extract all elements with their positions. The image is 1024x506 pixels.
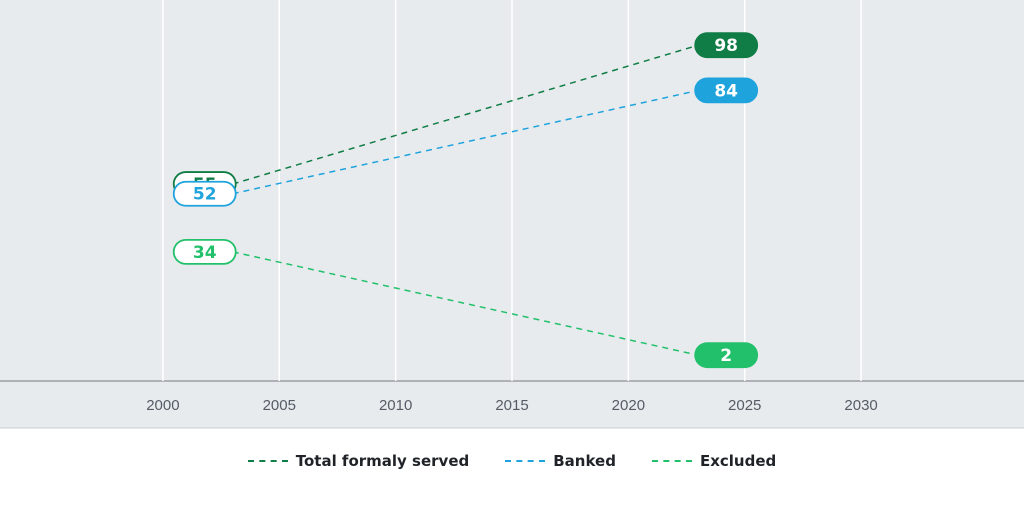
x-tick-label: 2025 (728, 397, 761, 414)
series-line-2 (232, 89, 699, 195)
data-label: 34 (193, 243, 217, 263)
x-tick-label: 2015 (495, 397, 528, 414)
data-label-pill (694, 77, 759, 104)
x-tick-label: 2030 (844, 397, 877, 414)
series-line-3 (232, 251, 699, 356)
data-label: 98 (714, 36, 738, 56)
x-tick-label: 2000 (146, 397, 179, 414)
data-label: 52 (193, 185, 217, 205)
series-line-1 (232, 44, 699, 185)
x-tick-label: 2010 (379, 397, 412, 414)
data-label-pill (172, 180, 237, 207)
data-label: 2 (720, 346, 732, 366)
data-label-pill (694, 32, 759, 59)
legend-item: Banked (505, 452, 616, 470)
legend: Total formaly served Banked Excluded (0, 446, 1024, 476)
legend-swatch (505, 460, 546, 462)
legend-swatch (247, 460, 288, 462)
data-label: 84 (714, 81, 738, 101)
legend-item: Excluded (651, 452, 777, 470)
data-label-pill (172, 238, 237, 265)
legend-label: Excluded (699, 452, 777, 470)
legend-label: Banked (553, 452, 616, 470)
legend-swatch (651, 460, 692, 462)
x-tick-label: 2005 (263, 397, 296, 414)
data-label-pill (694, 342, 759, 369)
x-tick-label: 2020 (612, 397, 645, 414)
legend-item: Total formaly served (247, 452, 470, 470)
legend-label: Total formaly served (295, 452, 470, 470)
